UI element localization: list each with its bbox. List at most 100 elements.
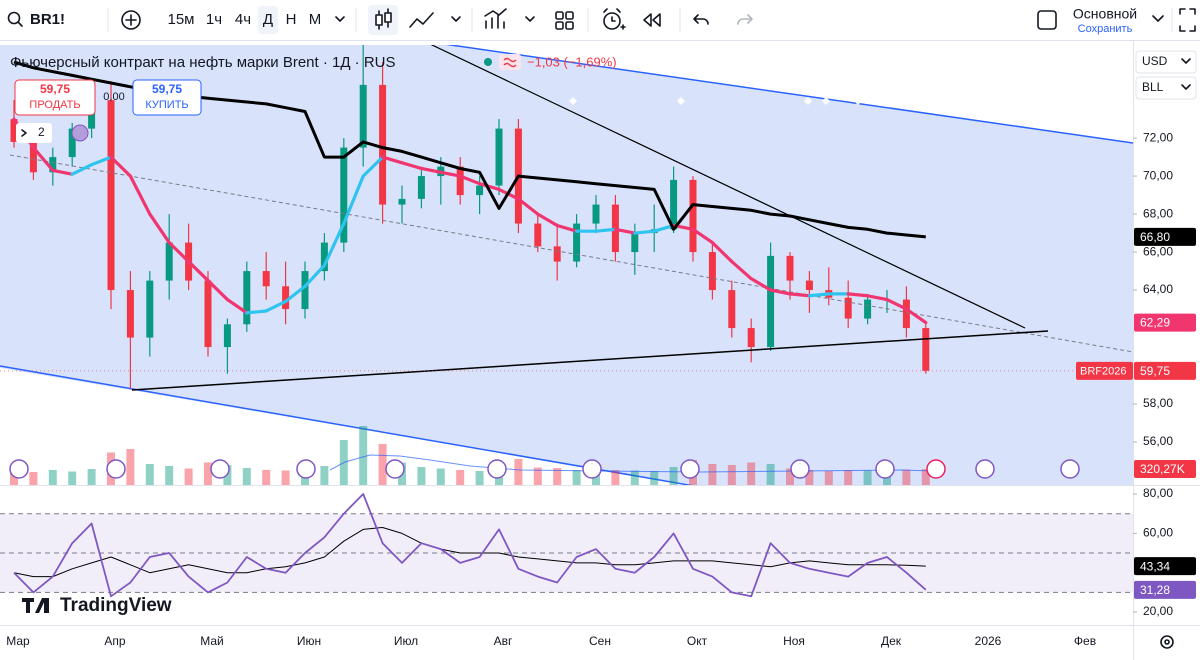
ma-last-label-bg — [1134, 227, 1196, 246]
candle-body — [340, 147, 348, 243]
ma-segment — [206, 278, 229, 302]
line-style-button[interactable] — [409, 12, 434, 28]
candle-body — [631, 233, 639, 253]
candle-body — [767, 255, 775, 348]
support-line — [131, 330, 1049, 391]
candle-body — [320, 242, 328, 272]
candle-body — [49, 157, 57, 173]
candle-body — [243, 271, 251, 325]
rsi-last-label: 43,34 — [1140, 559, 1170, 573]
unit[interactable]: BLL — [1142, 80, 1164, 94]
ma-segment — [187, 259, 210, 283]
layout-menu[interactable] — [1152, 15, 1164, 22]
volume-bar — [10, 471, 18, 485]
candle-body — [398, 198, 406, 205]
replay-button[interactable] — [643, 13, 661, 27]
currency-button[interactable] — [1135, 50, 1197, 74]
volume-bar — [165, 466, 174, 485]
volume-bar — [436, 468, 445, 485]
x-tick-label: Июн — [297, 634, 321, 648]
volume-bar — [533, 467, 542, 485]
candle-body — [456, 166, 464, 196]
sync-icon[interactable] — [71, 124, 89, 142]
interval-button[interactable]: 15м — [168, 11, 195, 28]
alert-button[interactable] — [603, 8, 626, 30]
y-tick-label: 66,00 — [1143, 244, 1173, 258]
candle-body — [573, 223, 581, 262]
symbol[interactable]: BR1! — [30, 11, 65, 28]
candle-body — [29, 141, 37, 173]
resistance-line — [430, 45, 1026, 329]
interval-button[interactable]: 4ч — [235, 11, 251, 28]
rsi-last-label-bg — [1134, 580, 1196, 599]
volume-bar — [417, 467, 426, 485]
dividend-markers — [569, 97, 862, 105]
redo-button[interactable] — [737, 14, 753, 25]
ma-segment — [769, 288, 792, 296]
x-tick-label: Фев — [1074, 634, 1096, 648]
compare-button[interactable] — [121, 10, 141, 30]
symbol-tag: BRF2026 — [1080, 366, 1126, 378]
volume-bar — [320, 466, 329, 485]
settings-button[interactable] — [1160, 635, 1174, 649]
volume-bar — [204, 462, 212, 485]
currency[interactable]: USD — [1142, 54, 1168, 68]
ma-segment — [555, 223, 579, 233]
volume-bar — [844, 470, 853, 485]
x-tick-label: Сен — [589, 634, 611, 648]
save-button[interactable]: Сохранить — [1078, 23, 1133, 35]
interval-button[interactable]: 1ч — [206, 11, 222, 28]
ma-segment — [710, 240, 734, 264]
indicators-menu[interactable] — [525, 16, 535, 22]
unit-button[interactable] — [1135, 76, 1197, 100]
ma-segment — [788, 292, 811, 298]
price-pane — [0, 45, 1133, 485]
indicators-button[interactable] — [484, 8, 507, 29]
chart-type-menu[interactable] — [451, 16, 461, 22]
candle-body — [495, 128, 503, 186]
y-tick-label: 20,00 — [1143, 604, 1173, 618]
candle-body — [165, 242, 173, 281]
templates-button[interactable] — [555, 11, 574, 30]
interval-button[interactable]: Д — [263, 11, 273, 28]
y-tick-label: 64,00 — [1143, 282, 1173, 296]
data-mode[interactable] — [499, 54, 521, 70]
volume-bar — [48, 470, 57, 485]
event-markers[interactable] — [9, 459, 1080, 479]
y-tick-label: 72,00 — [1143, 130, 1173, 144]
sell-label[interactable]: ПРОДАТЬ — [29, 99, 80, 111]
sell-price[interactable]: 59,75 — [40, 82, 70, 96]
candle-body — [417, 176, 425, 199]
buy-price[interactable]: 59,75 — [152, 82, 182, 96]
volume-bar — [242, 468, 251, 485]
sell-button[interactable] — [14, 79, 96, 116]
layout-checkbox[interactable] — [1037, 10, 1057, 30]
indicator-count[interactable]: 2 — [38, 125, 45, 139]
candle-body — [359, 84, 367, 148]
volume-bar — [611, 470, 620, 485]
ma-segment — [109, 155, 132, 178]
candle-body — [786, 255, 794, 281]
ma-segment — [70, 163, 94, 176]
buy-label[interactable]: КУПИТЬ — [145, 99, 188, 111]
interval-button[interactable]: Н — [286, 11, 297, 28]
indicators-toggle[interactable] — [16, 123, 52, 143]
ma-segment — [31, 145, 55, 172]
candle-body — [553, 246, 561, 262]
volume-bar — [126, 449, 135, 485]
market-status[interactable] — [484, 58, 492, 66]
ma-segment — [419, 166, 443, 174]
interval-menu[interactable] — [335, 16, 345, 22]
symbol-search[interactable]: BR1! — [7, 11, 66, 28]
interval-button[interactable]: М — [309, 11, 322, 28]
ma-segment — [342, 174, 365, 226]
undo-button[interactable] — [693, 14, 709, 25]
fullscreen-button[interactable] — [1179, 8, 1196, 32]
layout-name[interactable]: Основной — [1073, 6, 1137, 22]
ma-segment — [361, 155, 385, 178]
candles-button[interactable] — [368, 5, 398, 35]
volume-bar — [902, 469, 911, 485]
candle-body — [747, 328, 755, 348]
legend: Фьючерсный контракт на нефть марки Brent… — [10, 54, 617, 143]
buy-button[interactable] — [132, 79, 202, 116]
